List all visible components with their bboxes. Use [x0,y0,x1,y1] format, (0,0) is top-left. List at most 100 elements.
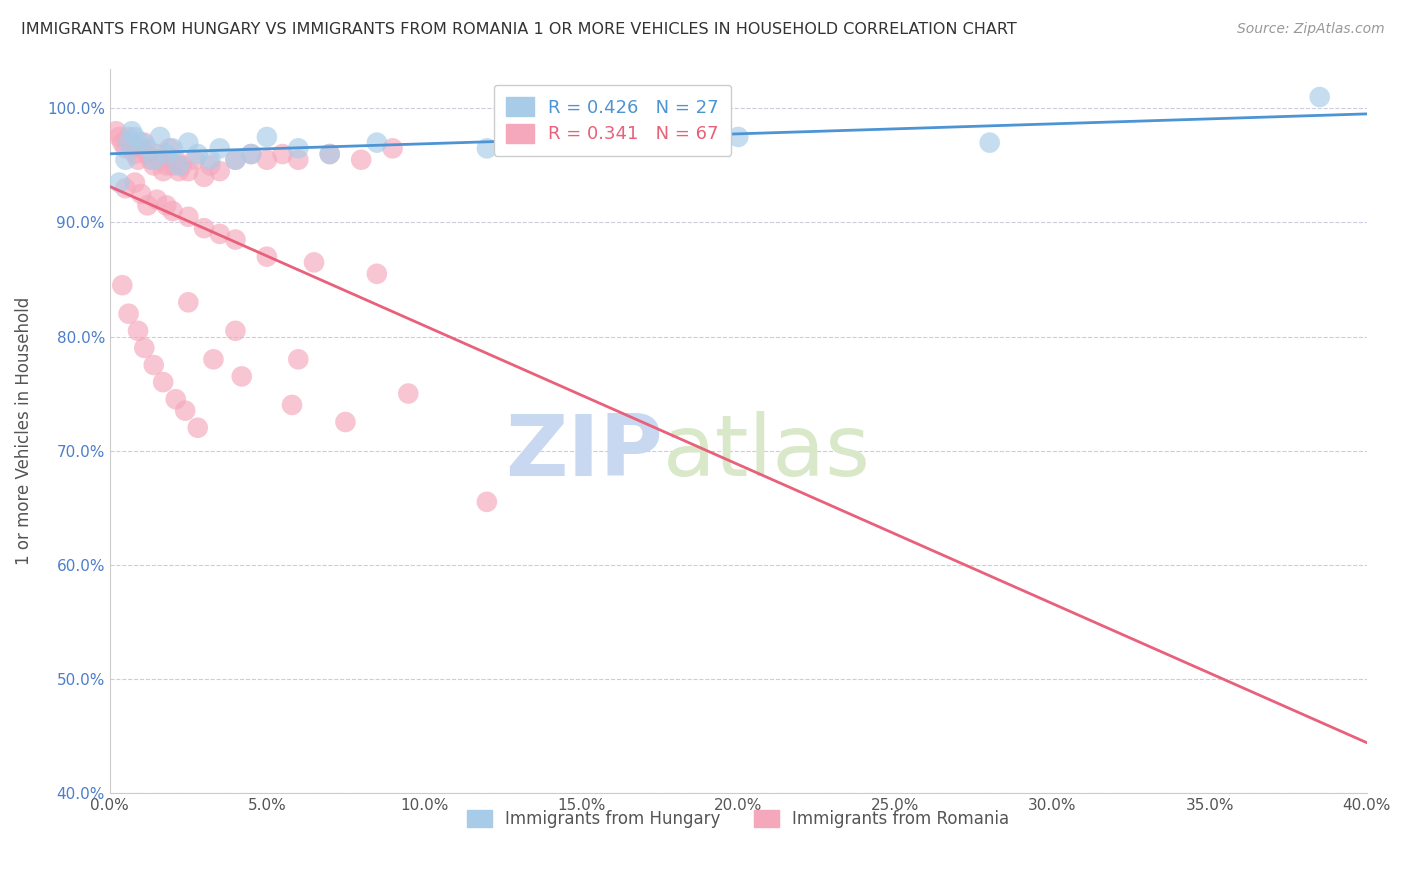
Point [117,136,139,150]
Point [281,398,304,412]
Point [287,352,309,367]
Point [177,295,200,310]
Point [121,124,143,138]
Point [177,136,200,150]
Point [475,495,498,509]
Point [287,141,309,155]
Point [136,141,159,155]
Point [335,415,357,429]
Point [271,147,294,161]
Point [187,421,209,435]
Point [117,130,139,145]
Point [165,153,187,167]
Point [240,147,263,161]
Point [152,164,174,178]
Point [170,158,193,172]
Point [366,136,388,150]
Point [187,147,209,161]
Point [129,141,152,155]
Point [134,341,156,355]
Point [121,141,143,155]
Point [127,324,149,338]
Point [208,227,231,241]
Point [117,307,139,321]
Point [177,164,200,178]
Point [224,153,246,167]
Point [142,358,165,372]
Point [162,204,184,219]
Point [224,233,246,247]
Point [146,193,169,207]
Point [319,147,342,161]
Point [319,147,342,161]
Point [142,153,165,167]
Point [224,153,246,167]
Point [159,141,181,155]
Point [200,153,222,167]
Text: atlas: atlas [662,411,870,494]
Point [202,352,225,367]
Point [114,141,136,155]
Point [231,369,253,384]
Point [287,153,309,167]
Point [127,153,149,167]
Point [114,153,136,167]
Point [162,141,184,155]
Point [174,403,197,417]
Point [200,158,222,172]
Text: IMMIGRANTS FROM HUNGARY VS IMMIGRANTS FROM ROMANIA 1 OR MORE VEHICLES IN HOUSEHO: IMMIGRANTS FROM HUNGARY VS IMMIGRANTS FR… [21,22,1017,37]
Y-axis label: 1 or more Vehicles in Household: 1 or more Vehicles in Household [15,296,32,565]
Point [124,147,146,161]
Point [396,386,419,401]
Point [108,176,131,190]
Point [256,250,278,264]
Point [134,136,156,150]
Point [979,136,1001,150]
Point [240,147,263,161]
Point [167,158,190,172]
Point [124,176,146,190]
Point [105,124,128,138]
Point [256,153,278,167]
Point [129,136,152,150]
Point [129,186,152,201]
Point [136,198,159,212]
Point [149,130,172,145]
Point [208,164,231,178]
Point [475,141,498,155]
Point [146,147,169,161]
Point [602,136,624,150]
Legend: Immigrants from Hungary, Immigrants from Romania: Immigrants from Hungary, Immigrants from… [460,804,1017,835]
Point [139,153,162,167]
Point [193,221,215,235]
Point [177,210,200,224]
Point [155,158,177,172]
Point [366,267,388,281]
Point [302,255,325,269]
Point [727,130,749,145]
Point [165,392,187,407]
Point [208,141,231,155]
Point [155,198,177,212]
Point [381,141,404,155]
Point [124,130,146,145]
Point [152,375,174,389]
Point [256,130,278,145]
Point [183,153,205,167]
Point [167,164,190,178]
Point [108,130,131,145]
Text: Source: ZipAtlas.com: Source: ZipAtlas.com [1237,22,1385,37]
Point [111,278,134,293]
Point [111,136,134,150]
Point [149,153,172,167]
Point [350,153,373,167]
Point [224,324,246,338]
Text: ZIP: ZIP [505,411,662,494]
Point [162,158,184,172]
Point [142,158,165,172]
Point [155,147,177,161]
Point [136,147,159,161]
Point [193,169,215,184]
Point [1309,90,1331,104]
Point [114,181,136,195]
